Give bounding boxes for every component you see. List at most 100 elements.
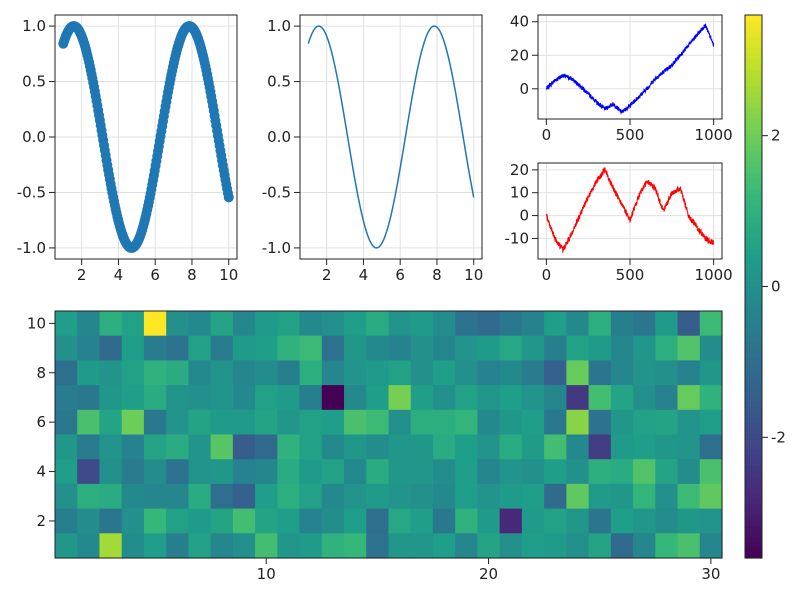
colorbar-segment	[745, 270, 762, 277]
heatmap-cell	[432, 459, 456, 485]
colorbar-tick-label: 2	[771, 127, 781, 145]
colorbar-tick-label: 0	[771, 278, 781, 296]
heatmap-cell	[232, 434, 256, 460]
colorbar-segment	[745, 460, 762, 467]
heatmap-cell	[455, 533, 479, 559]
heatmap-cell	[299, 335, 323, 361]
heatmap-cell	[499, 508, 523, 534]
line-sine-panel: 2 4 6 8 10 -1.0 -0.5 0.0 0.5 1.0	[262, 14, 483, 284]
heatmap-cell	[166, 459, 189, 485]
heatmap-cell	[477, 335, 501, 361]
heatmap-cell	[410, 483, 434, 510]
random-walk-red-series	[545, 167, 715, 254]
random-walk-blue-y-tick-label: 20	[510, 46, 529, 64]
heatmap-cell	[699, 360, 723, 386]
heatmap-x-tick-label: 10	[257, 565, 276, 583]
heatmap-cell	[232, 360, 256, 386]
heatmap-cell	[588, 409, 612, 436]
heatmap-cell	[677, 459, 701, 485]
heatmap-cell	[344, 434, 367, 460]
heatmap-y-tick-label: 4	[36, 463, 46, 481]
heatmap-cell	[55, 459, 78, 485]
heatmap-cell	[55, 360, 78, 386]
heatmap-cell	[432, 508, 456, 534]
random-walk-red-panel: 0 500 1000 -10 0 10 20	[505, 161, 733, 284]
colorbar-segment	[745, 129, 762, 136]
heatmap-cell	[633, 409, 656, 436]
heatmap-cell	[277, 483, 301, 510]
scatter-sine-x-tick-label: 4	[114, 266, 124, 284]
colorbar-segment	[745, 541, 762, 548]
colorbar-segment	[745, 319, 762, 326]
colorbar-segment	[745, 492, 762, 499]
colorbar-segment	[745, 139, 762, 146]
heatmap-cell	[388, 483, 412, 510]
line-sine-series	[307, 25, 475, 249]
heatmap-cell	[477, 360, 501, 386]
heatmap-cell	[277, 311, 301, 337]
heatmap-cell	[588, 483, 612, 510]
random-walk-blue-x-tick-label: 0	[542, 126, 552, 144]
heatmap-cell	[432, 409, 456, 436]
heatmap-cell	[77, 409, 101, 436]
heatmap-cell	[521, 459, 545, 485]
heatmap-cell	[255, 335, 278, 361]
heatmap-cell	[277, 434, 301, 460]
heatmap-cell	[188, 360, 212, 386]
random-walk-blue-y-tick-label: 0	[519, 80, 529, 98]
heatmap-cell	[166, 385, 189, 411]
heatmap-cell	[499, 335, 523, 361]
heatmap-cell	[610, 360, 634, 386]
scatter-sine-y-tick-label: -1.0	[17, 239, 46, 257]
heatmap-cell	[344, 508, 367, 534]
heatmap-cell	[677, 483, 701, 510]
heatmap-cell	[232, 459, 256, 485]
scatter-sine-y-tick-label: 0.0	[22, 128, 46, 146]
line-sine-y-tick-label: 0.0	[267, 128, 291, 146]
colorbar-segment	[745, 378, 762, 385]
colorbar-segment	[745, 367, 762, 374]
heatmap-cell	[299, 483, 323, 510]
heatmap-cell	[633, 459, 656, 485]
heatmap-cell	[499, 311, 523, 337]
heatmap-cell	[677, 385, 701, 411]
colorbar-segment	[745, 80, 762, 87]
heatmap-cell	[277, 385, 301, 411]
heatmap-cell	[299, 508, 323, 534]
colorbar-segment	[745, 188, 762, 195]
colorbar-segment	[745, 297, 762, 304]
random-walk-blue-x-tick-label: 1000	[695, 126, 733, 144]
heatmap-cell	[655, 311, 679, 337]
heatmap-cell	[544, 311, 567, 337]
heatmap-cell	[121, 335, 145, 361]
scatter-sine-panel: 2 4 6 8 10 -1.0 -0.5 0.0 0.5 1.0	[17, 14, 238, 284]
heatmap-cell	[455, 409, 479, 436]
random-walk-blue-y-tick-label: 40	[510, 13, 529, 31]
heatmap-cell	[210, 409, 234, 436]
colorbar-segment	[745, 340, 762, 347]
heatmap-cell	[588, 434, 612, 460]
line-sine-x-tick-label: 6	[395, 266, 405, 284]
colorbar-segment	[745, 530, 762, 537]
colorbar-segment	[745, 509, 762, 516]
heatmap-cell	[566, 459, 590, 485]
heatmap-cell	[166, 508, 189, 534]
heatmap-cell	[55, 508, 78, 534]
heatmap-cell	[521, 508, 545, 534]
heatmap-cell	[499, 385, 523, 411]
heatmap-cell	[344, 360, 367, 386]
heatmap-cell	[677, 311, 701, 337]
heatmap-cell	[410, 434, 434, 460]
heatmap-cell	[432, 483, 456, 510]
heatmap-cell	[655, 508, 679, 534]
heatmap-cell	[344, 533, 367, 559]
heatmap-cell	[77, 533, 101, 559]
heatmap-cell	[477, 483, 501, 510]
colorbar-segment	[745, 351, 762, 358]
heatmap-cell	[166, 311, 189, 337]
heatmap-cell	[544, 434, 567, 460]
colorbar-segment	[745, 465, 762, 472]
heatmap-cell	[477, 459, 501, 485]
heatmap-cell	[566, 434, 590, 460]
heatmap-cell	[121, 508, 145, 534]
